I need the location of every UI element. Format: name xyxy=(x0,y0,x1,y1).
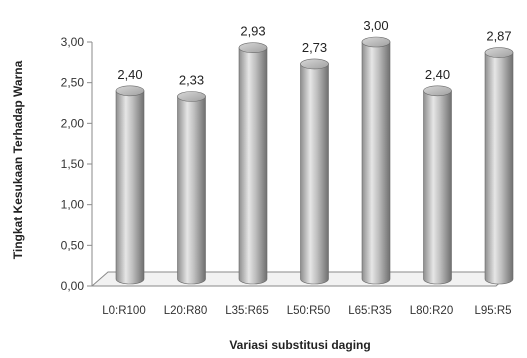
bar-body xyxy=(484,52,514,285)
bar-body xyxy=(361,41,391,285)
y-axis-label: Tingkat Kesukaan Terhadap Warna xyxy=(11,60,25,259)
bar-body xyxy=(177,96,206,285)
data-label: 2,33 xyxy=(179,72,204,87)
x-tick-label: L65:R35 xyxy=(348,305,391,317)
x-tick-label: L95:R5 xyxy=(474,305,511,317)
bar-body xyxy=(300,63,329,285)
data-label: 2,87 xyxy=(486,29,511,44)
x-tick-label: L20:R80 xyxy=(164,305,207,317)
x-tick-label: L50:R50 xyxy=(287,305,330,317)
bar-top xyxy=(423,85,452,97)
data-label: 2,40 xyxy=(425,67,450,82)
y-tick-label: 2,00 xyxy=(61,116,85,130)
x-tick-label: L80:R20 xyxy=(410,305,453,317)
x-axis-label: Variasi substitusi daging xyxy=(229,338,370,352)
bar-body xyxy=(423,90,452,285)
y-tick-label: 0,00 xyxy=(61,279,85,293)
data-label: 2,93 xyxy=(240,24,265,39)
data-label: 3,00 xyxy=(363,18,388,33)
bar-top xyxy=(115,85,145,97)
y-tick-label: 1,50 xyxy=(61,157,85,171)
bar-top xyxy=(238,42,268,53)
data-label: 2,73 xyxy=(302,40,327,55)
y-tick-label: 0,50 xyxy=(61,238,85,252)
bar-body xyxy=(238,47,268,285)
y-tick-label: 3,00 xyxy=(61,35,85,49)
y-tick-label: 1,00 xyxy=(61,198,85,212)
bar xyxy=(238,42,268,285)
bar xyxy=(300,58,329,285)
bar-top xyxy=(484,47,514,58)
bar-top xyxy=(361,36,391,48)
bar xyxy=(177,91,206,285)
bar xyxy=(423,85,452,285)
data-label: 2,40 xyxy=(117,67,142,82)
y-tick-label: 2,50 xyxy=(61,76,85,90)
bar xyxy=(115,85,145,285)
bar-top xyxy=(300,58,329,70)
bar-body xyxy=(115,90,145,285)
bar xyxy=(484,47,514,285)
x-tick-label: L35:R65 xyxy=(225,305,268,317)
x-tick-label: L0:R100 xyxy=(102,305,145,317)
bar xyxy=(361,36,391,285)
bar-top xyxy=(177,91,206,102)
